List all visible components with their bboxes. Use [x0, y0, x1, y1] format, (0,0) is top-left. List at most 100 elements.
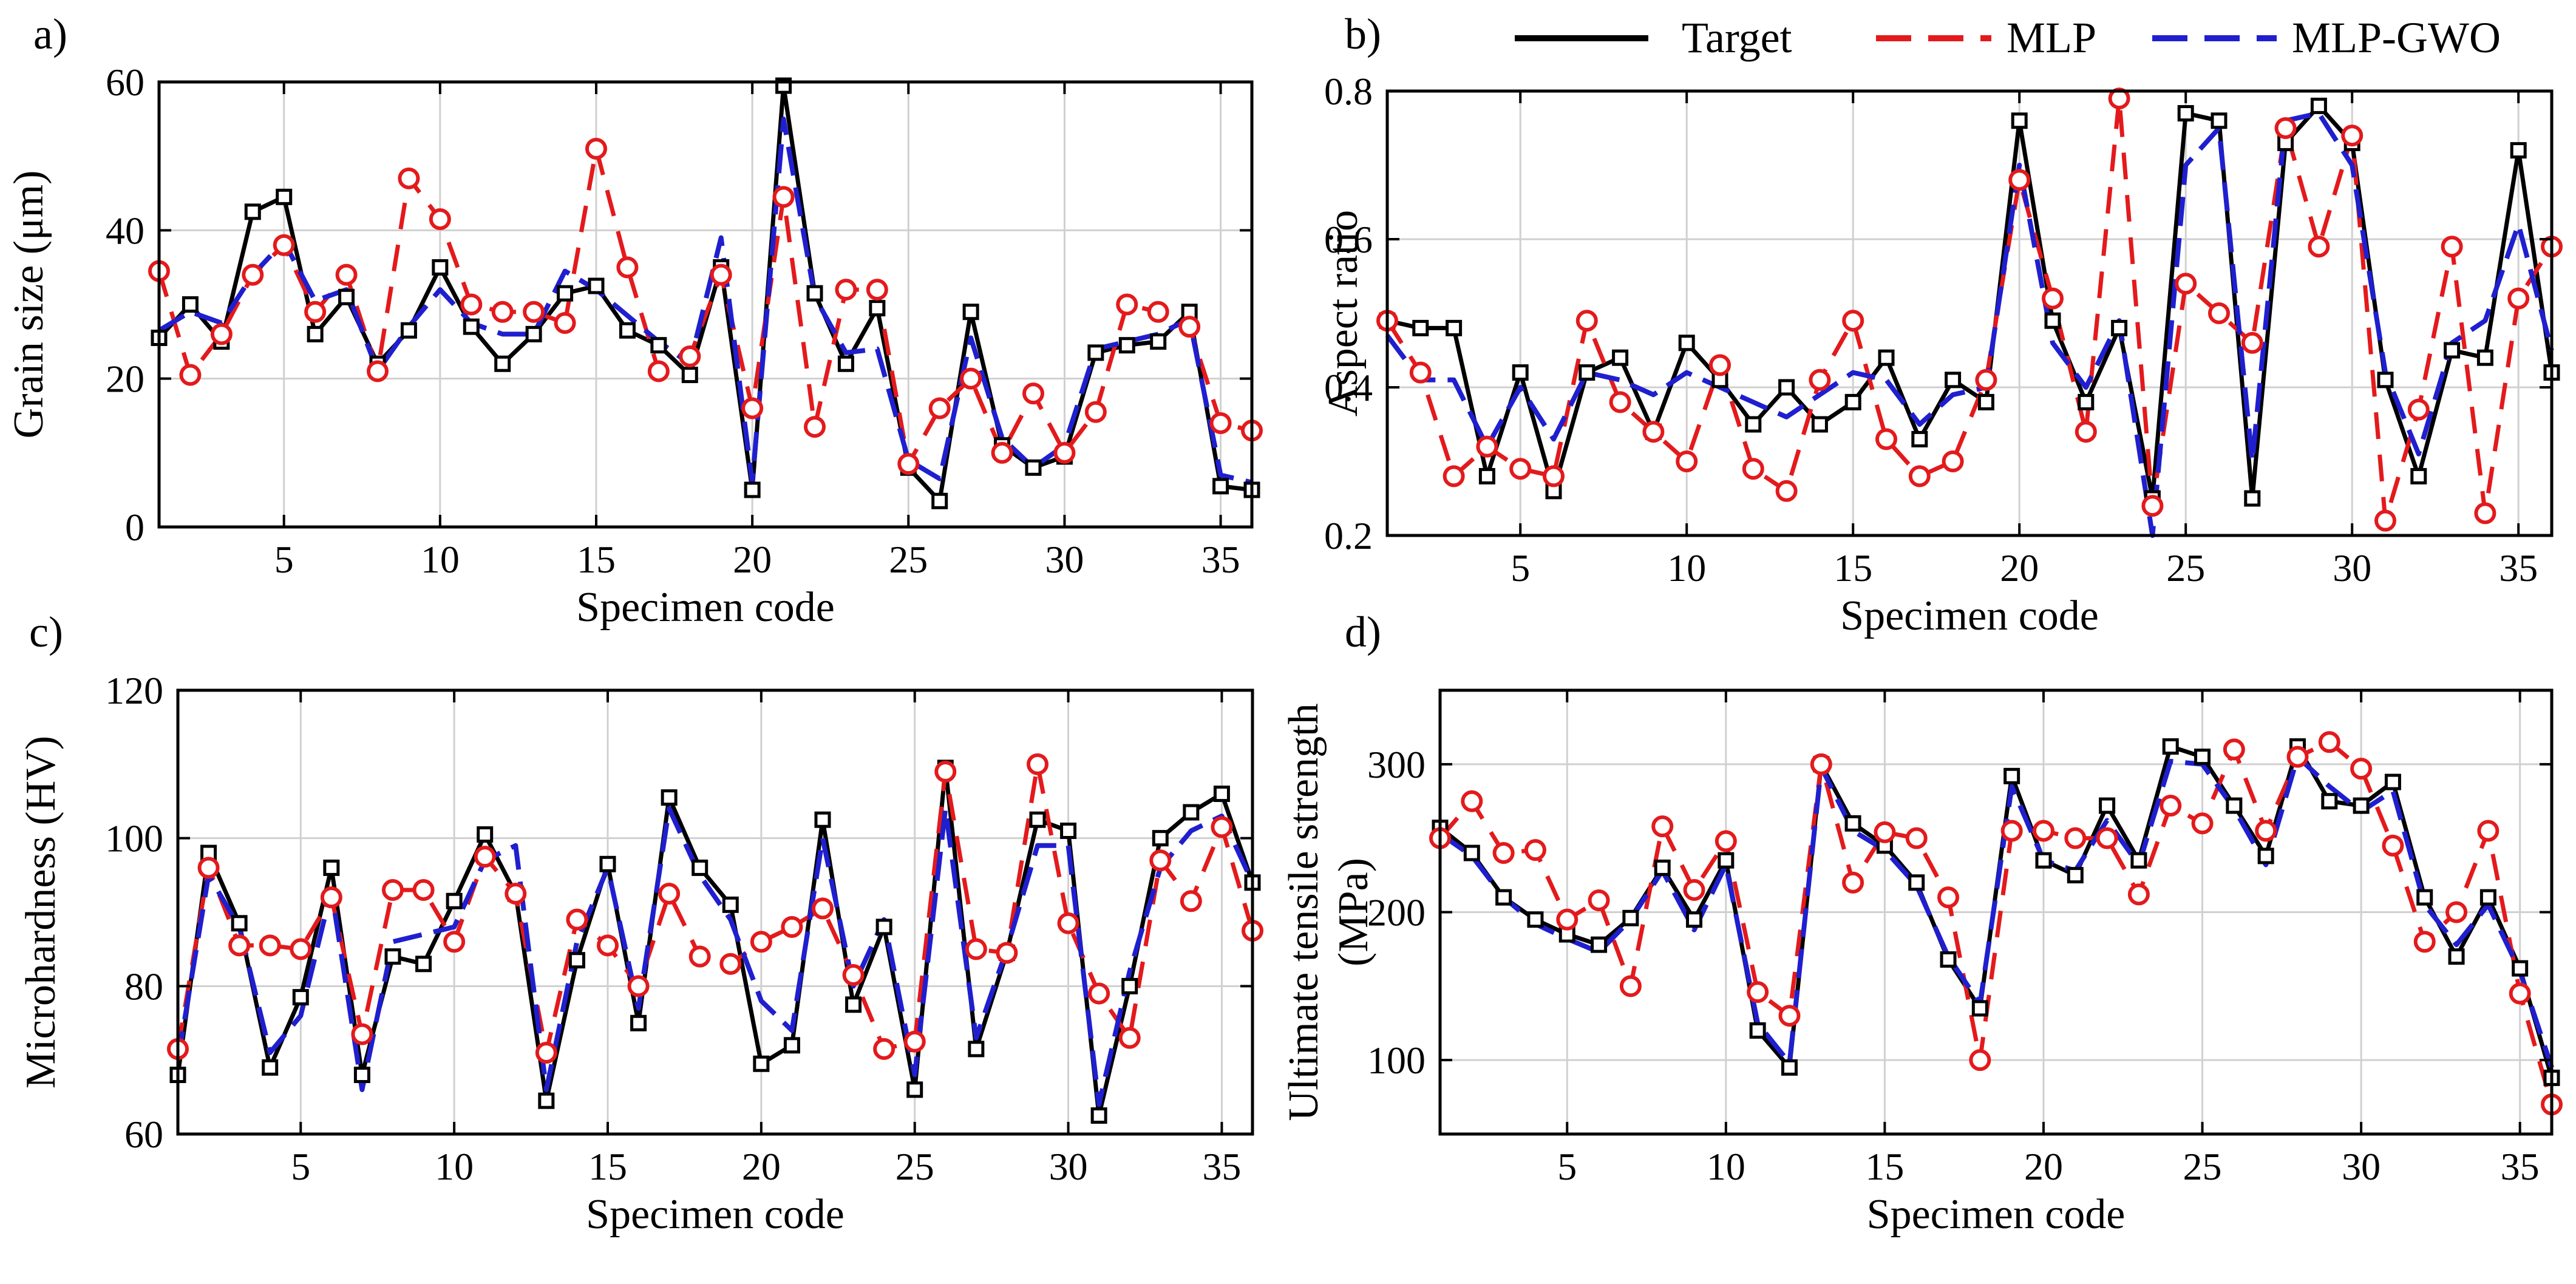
x-tick-label: 25: [2166, 546, 2205, 589]
series-line-target: [1387, 103, 2554, 501]
data-point-target: [692, 859, 709, 876]
data-point-target: [2011, 112, 2028, 129]
data-point-mlp: [2274, 117, 2297, 139]
data-point-target: [962, 304, 979, 321]
data-point-target: [1527, 911, 1544, 928]
data-point-mlp: [197, 857, 220, 879]
data-point-mlp: [523, 301, 545, 323]
data-point-mlp: [1180, 890, 1202, 912]
legend-label-target: Target: [1682, 13, 1792, 62]
data-point-mlp: [412, 878, 435, 901]
data-point-target: [1749, 1022, 1766, 1039]
y-axis-label: Ultimate tensile strength(MPa): [1280, 703, 1377, 1121]
data-point-mlp: [228, 934, 251, 957]
x-tick-label: 35: [2499, 546, 2538, 589]
data-point-mlp: [1543, 465, 1565, 487]
data-point-mlp: [1209, 412, 1232, 434]
y-tick-label: 0.2: [1324, 514, 1373, 557]
x-tick-label: 25: [889, 538, 928, 581]
data-point-target: [1495, 889, 1512, 906]
data-point-mlp: [210, 323, 233, 345]
data-point-mlp: [616, 256, 639, 279]
data-point-target: [1911, 430, 1928, 447]
data-point-mlp: [2255, 820, 2277, 842]
x-axis-label: Specimen code: [1840, 593, 2099, 639]
data-point-mlp: [781, 915, 803, 938]
data-point-target: [806, 285, 823, 302]
panel-c: 5 10 15 20 25 30 35 60 80 100 120 Specimen code Micr…: [18, 608, 1263, 1238]
data-point-mlp: [842, 964, 865, 987]
x-tick-label: 35: [1201, 538, 1240, 581]
data-point-target: [1844, 815, 1861, 832]
data-point-mlp: [2008, 169, 2031, 191]
data-point-target: [2035, 852, 2052, 869]
data-point-target: [1212, 478, 1229, 495]
y-tick-label: 0: [125, 506, 144, 549]
data-point-mlp: [2096, 827, 2118, 849]
data-point-target: [2410, 467, 2427, 484]
data-point-mlp: [382, 878, 404, 901]
data-point-mlp: [398, 167, 420, 189]
data-point-mlp: [991, 441, 1013, 464]
x-tick-label: 10: [435, 1145, 474, 1188]
data-point-mlp: [566, 908, 588, 931]
data-point-target: [538, 1092, 555, 1109]
x-tick-label: 5: [291, 1145, 310, 1188]
data-point-target: [1446, 319, 1463, 336]
data-point-mlp: [928, 397, 951, 420]
x-tick-label: 5: [1511, 546, 1530, 589]
data-point-target: [2099, 797, 2116, 814]
x-tick-label: 25: [2183, 1145, 2222, 1188]
series-line-mlp-gwo: [175, 806, 1255, 1107]
data-point-mlp: [1556, 908, 1579, 931]
data-point-target: [2384, 773, 2401, 790]
x-axis-label: Specimen code: [576, 584, 835, 631]
series-line-mlp: [1438, 739, 2554, 1106]
data-point-mlp: [772, 186, 795, 208]
data-point-mlp: [627, 975, 650, 997]
data-point-target: [650, 337, 667, 354]
data-point-mlp: [1810, 753, 1832, 775]
data-point-mlp: [505, 883, 527, 905]
x-axis-label: Specimen code: [586, 1191, 845, 1238]
data-point-mlp: [1147, 301, 1169, 323]
data-point-target: [2353, 797, 2370, 814]
data-point-mlp: [1149, 849, 1172, 872]
data-point-target: [182, 296, 199, 313]
data-point-target: [906, 1081, 923, 1098]
data-point-target: [2377, 372, 2394, 389]
panel-b: 5 10 15 20 25 30 35 0.2 0.4 0.6 0.8 Specimen code As…: [1320, 10, 2563, 639]
data-point-target: [1213, 786, 1230, 803]
data-point-target: [2444, 342, 2461, 359]
data-point-mlp: [1443, 465, 1465, 487]
data-point-mlp: [1942, 450, 1964, 472]
data-point-mlp: [2241, 331, 2263, 354]
axes-frame: [1385, 89, 2554, 537]
data-point-target: [1718, 852, 1735, 869]
y-tick-label: 40: [106, 209, 144, 252]
data-point-mlp: [2286, 746, 2309, 768]
x-tick-label: 5: [274, 538, 294, 581]
data-point-mlp: [2374, 509, 2396, 532]
data-point-mlp: [2477, 820, 2500, 842]
data-point-target: [2479, 889, 2496, 906]
data-point-target: [2257, 848, 2274, 864]
data-point-mlp: [1575, 310, 1598, 332]
data-point-target: [2194, 749, 2211, 766]
data-point-mlp: [1619, 975, 1642, 997]
data-point-mlp: [1027, 753, 1048, 775]
data-point-target: [1811, 416, 1828, 433]
data-point-target: [2321, 793, 2338, 810]
data-point-target: [875, 919, 892, 936]
data-point-target: [837, 355, 854, 372]
data-point-target: [814, 811, 831, 828]
data-point-target: [432, 259, 449, 276]
data-point-mlp: [554, 312, 576, 335]
x-tick-label: 15: [1833, 546, 1872, 589]
y-axis-label-line: Ultimate tensile strength: [1280, 703, 1327, 1121]
data-point-target: [753, 1055, 770, 1072]
data-point-target: [1908, 874, 1925, 891]
data-point-mlp: [1642, 421, 1665, 443]
data-point-target: [1463, 844, 1480, 861]
data-point-target: [1121, 977, 1138, 994]
